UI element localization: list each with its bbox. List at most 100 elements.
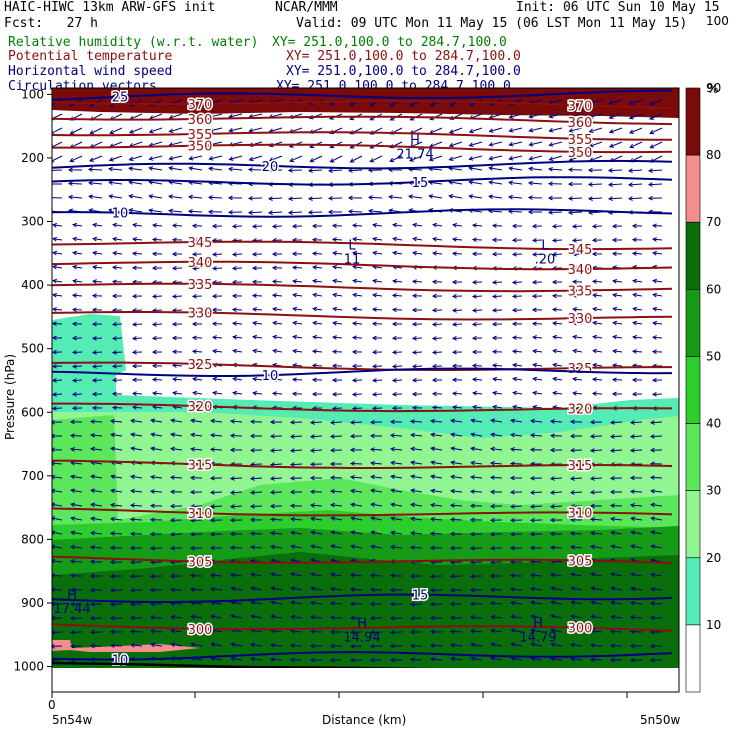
vector-shaft bbox=[472, 295, 483, 298]
vector-head bbox=[391, 335, 397, 341]
vector-shaft bbox=[132, 323, 143, 326]
vector-shaft bbox=[152, 295, 163, 298]
vector-head bbox=[450, 432, 456, 438]
vector-head bbox=[289, 657, 295, 663]
vector-head bbox=[331, 377, 337, 383]
vector-head bbox=[69, 130, 75, 135]
vector-head bbox=[510, 642, 516, 647]
vector-shaft bbox=[609, 113, 623, 119]
vector-head bbox=[450, 474, 455, 480]
vector-shaft bbox=[109, 155, 123, 161]
vector-head bbox=[589, 517, 595, 522]
vector-shaft bbox=[291, 518, 303, 521]
vector-head bbox=[108, 166, 113, 172]
vector-shaft bbox=[213, 392, 223, 395]
vector-shaft bbox=[372, 407, 383, 409]
vector-head bbox=[148, 128, 154, 134]
vector-head bbox=[128, 129, 134, 134]
vector-shaft bbox=[192, 295, 203, 297]
vector-head bbox=[291, 223, 297, 229]
vector-shaft bbox=[153, 392, 163, 395]
vector-head bbox=[389, 601, 395, 607]
vector-shaft bbox=[392, 351, 403, 353]
vector-head bbox=[312, 265, 317, 270]
vector-head bbox=[91, 377, 97, 383]
vector-head bbox=[527, 209, 533, 215]
vector-head bbox=[310, 530, 316, 535]
vector-shaft bbox=[149, 195, 163, 199]
vector-shaft bbox=[433, 252, 443, 255]
vector-shaft bbox=[191, 434, 203, 437]
vector-shaft bbox=[290, 449, 303, 452]
vector-shaft bbox=[589, 99, 603, 104]
vector-shaft bbox=[273, 336, 283, 339]
vector-head bbox=[552, 376, 558, 382]
vector-shaft bbox=[212, 239, 223, 241]
vector-shaft bbox=[132, 252, 143, 255]
vector-shaft bbox=[112, 266, 123, 269]
vector-head bbox=[509, 531, 515, 537]
vector-shaft bbox=[373, 294, 383, 297]
vector-head bbox=[70, 544, 75, 550]
vector-head bbox=[449, 587, 455, 593]
vector-head bbox=[272, 320, 278, 326]
vector-head bbox=[490, 642, 496, 647]
vector-shaft bbox=[548, 168, 563, 171]
vector-shaft bbox=[590, 644, 603, 647]
vector-head bbox=[230, 642, 236, 647]
vector-head bbox=[229, 545, 235, 551]
vector-head bbox=[309, 614, 315, 620]
vector-head bbox=[371, 363, 377, 369]
vector-head bbox=[571, 251, 577, 257]
vector-shaft bbox=[429, 195, 443, 199]
vector-head bbox=[649, 144, 655, 149]
vector-shaft bbox=[629, 99, 643, 105]
vector-head bbox=[431, 321, 437, 327]
vector-head bbox=[130, 474, 136, 480]
vector-head bbox=[552, 362, 558, 368]
vector-shaft bbox=[171, 419, 183, 423]
vector-shaft bbox=[293, 336, 303, 339]
vector-shaft bbox=[471, 657, 483, 661]
vector-shaft bbox=[569, 113, 583, 118]
vector-head bbox=[449, 615, 455, 621]
vector-shaft bbox=[171, 643, 183, 647]
vector-head bbox=[589, 419, 595, 425]
vector-shaft bbox=[551, 560, 563, 563]
vector-head bbox=[52, 502, 56, 508]
vector-shaft bbox=[230, 547, 243, 549]
vector-shaft bbox=[211, 629, 223, 633]
vector-shaft bbox=[291, 616, 303, 619]
vector-head bbox=[111, 363, 117, 369]
vector-shaft bbox=[72, 294, 83, 297]
vector-shaft bbox=[189, 181, 203, 185]
vector-head bbox=[448, 156, 454, 161]
extremum-value: 11 bbox=[344, 252, 361, 267]
vector-shaft bbox=[548, 211, 563, 213]
vector-shaft bbox=[531, 601, 543, 605]
vector-head bbox=[112, 236, 118, 242]
vector-head bbox=[210, 642, 216, 647]
vector-head bbox=[611, 223, 617, 229]
vector-head bbox=[432, 251, 437, 256]
vector-head bbox=[247, 210, 253, 215]
vector-shaft bbox=[53, 224, 63, 227]
vector-shaft bbox=[372, 379, 383, 382]
vector-head bbox=[571, 293, 577, 298]
vector-head bbox=[109, 629, 115, 635]
vector-head bbox=[169, 531, 175, 537]
vector-shaft bbox=[433, 224, 443, 227]
vector-shaft bbox=[272, 225, 283, 228]
vector-head bbox=[511, 321, 517, 327]
vector-shaft bbox=[232, 239, 243, 242]
vector-head bbox=[249, 490, 255, 495]
vector-head bbox=[52, 278, 58, 284]
vector-shaft bbox=[533, 364, 543, 367]
vector-head bbox=[391, 405, 397, 411]
vector-head bbox=[411, 321, 417, 327]
vector-shaft bbox=[472, 309, 483, 312]
vector-shaft bbox=[491, 419, 503, 423]
vector-head bbox=[609, 475, 615, 481]
vector-shaft bbox=[71, 531, 83, 535]
vector-head bbox=[389, 643, 395, 649]
